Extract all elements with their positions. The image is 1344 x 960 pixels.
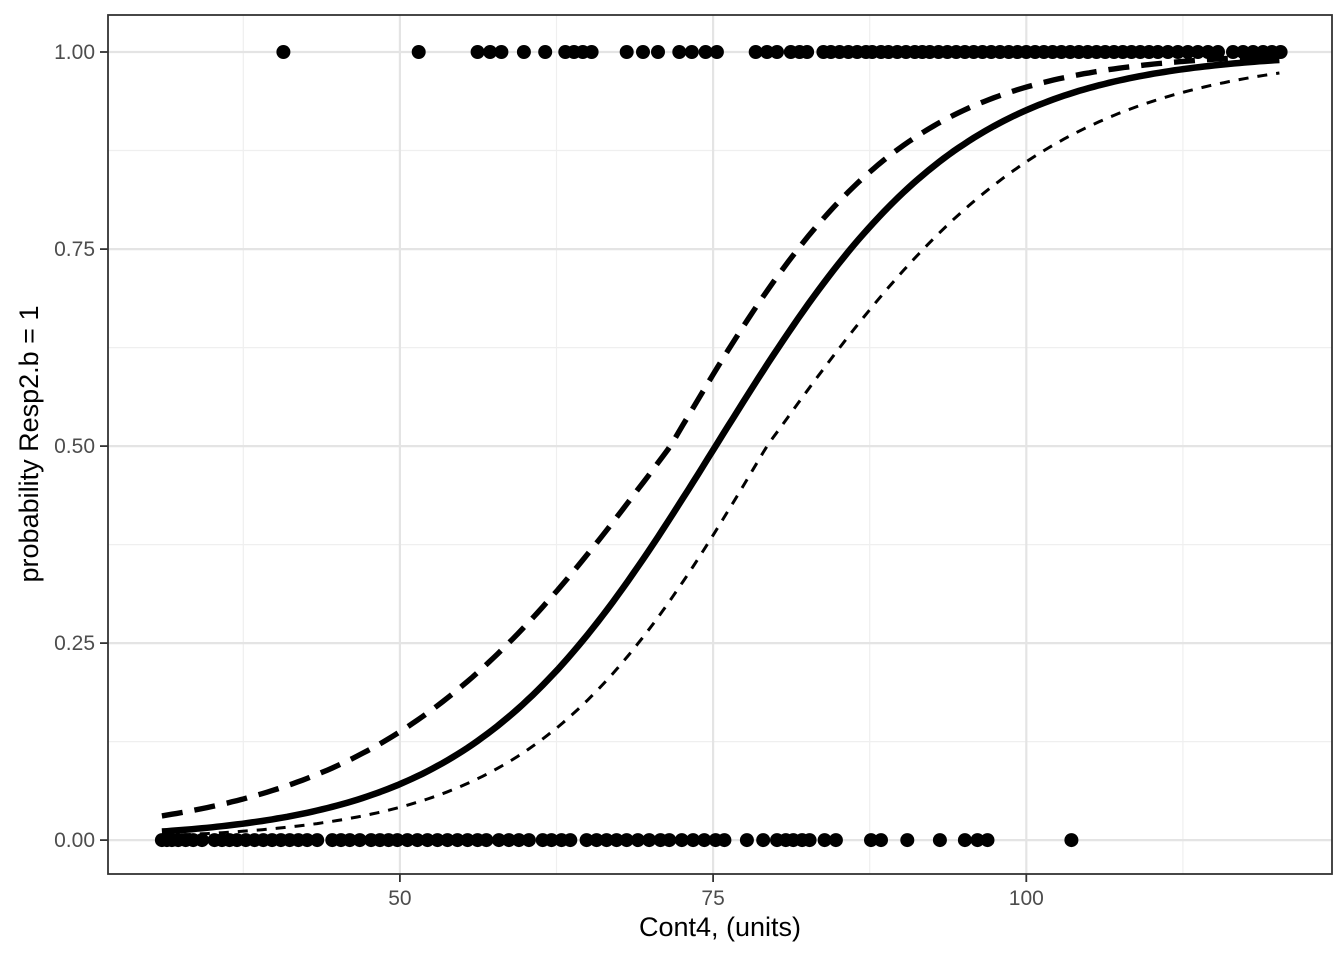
data-point xyxy=(599,833,614,848)
data-point xyxy=(672,45,687,59)
data-point xyxy=(828,833,843,848)
data-point xyxy=(511,833,526,848)
data-point xyxy=(709,45,724,59)
data-point xyxy=(609,833,624,848)
data-point xyxy=(630,833,645,848)
data-point xyxy=(195,833,209,848)
data-point xyxy=(619,45,634,59)
data-point xyxy=(980,833,995,848)
data-point xyxy=(420,833,435,848)
data-point xyxy=(802,833,817,848)
data-point xyxy=(717,833,732,848)
data-point xyxy=(1150,45,1165,59)
data-point xyxy=(589,833,604,848)
y-tick-label: 0.25 xyxy=(54,632,95,655)
data-point xyxy=(516,45,531,59)
data-point xyxy=(957,833,972,848)
x-axis-title: Cont4, (units) xyxy=(638,912,802,942)
data-point xyxy=(491,833,506,848)
y-tick-label: 0.50 xyxy=(54,435,95,458)
upper-confidence-band-curve xyxy=(161,53,1280,819)
data-point xyxy=(800,45,815,59)
data-point xyxy=(494,45,509,59)
x-tick-label: 75 xyxy=(701,887,724,910)
fitted-logistic-probability-curve xyxy=(161,56,1280,835)
data-point xyxy=(430,833,445,848)
data-point xyxy=(390,833,405,848)
data-point xyxy=(342,833,357,848)
data-point xyxy=(479,833,494,848)
data-point xyxy=(1201,45,1215,59)
data-point xyxy=(538,45,553,59)
data-point xyxy=(674,833,689,848)
data-point xyxy=(760,45,774,59)
data-point xyxy=(698,45,713,59)
y-tick-label: 1.00 xyxy=(54,41,95,64)
data-point xyxy=(563,833,578,848)
data-point xyxy=(686,833,701,848)
data-point xyxy=(770,45,784,59)
data-point xyxy=(1190,45,1205,59)
data-point xyxy=(874,833,888,848)
data-point xyxy=(521,833,536,848)
data-point xyxy=(970,833,985,848)
data-point xyxy=(739,833,754,848)
data-point xyxy=(276,45,291,59)
data-point xyxy=(483,45,498,59)
y-axis-title: probability Resp2.b = 1 xyxy=(14,305,44,583)
data-point xyxy=(651,45,665,59)
panel-border xyxy=(107,14,1333,875)
data-point xyxy=(1211,45,1225,59)
data-point xyxy=(684,45,699,59)
data-point xyxy=(440,833,455,848)
data-point xyxy=(932,833,947,848)
data-point xyxy=(619,833,634,848)
data-point xyxy=(310,833,325,848)
data-point xyxy=(662,833,677,848)
data-point xyxy=(636,45,650,59)
data-point xyxy=(817,833,832,848)
data-point xyxy=(1170,45,1185,59)
data-point xyxy=(697,833,712,848)
data-point xyxy=(584,45,599,59)
data-point xyxy=(352,833,367,848)
data-point xyxy=(544,833,559,848)
data-point xyxy=(579,833,594,848)
data-point xyxy=(1226,45,1240,59)
data-point xyxy=(748,45,763,59)
data-point xyxy=(450,833,465,848)
data-point xyxy=(1064,833,1079,848)
data-point xyxy=(300,833,315,848)
data-point xyxy=(411,45,426,59)
data-point xyxy=(642,833,657,848)
data-point xyxy=(900,833,915,848)
data-point xyxy=(864,833,878,848)
data-point xyxy=(501,833,516,848)
y-tick-label: 0.75 xyxy=(54,238,95,261)
data-point xyxy=(410,833,425,848)
data-point xyxy=(460,833,475,848)
x-tick-label: 100 xyxy=(1009,887,1044,910)
data-point xyxy=(1160,45,1175,59)
data-point xyxy=(470,45,485,59)
data-point xyxy=(1180,45,1195,59)
x-tick-label: 50 xyxy=(388,887,411,910)
y-tick-label: 0.00 xyxy=(54,829,95,852)
data-point xyxy=(400,833,415,848)
data-point xyxy=(756,833,771,848)
